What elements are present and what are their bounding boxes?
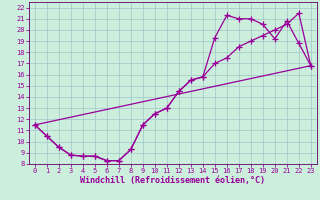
- X-axis label: Windchill (Refroidissement éolien,°C): Windchill (Refroidissement éolien,°C): [80, 176, 265, 185]
